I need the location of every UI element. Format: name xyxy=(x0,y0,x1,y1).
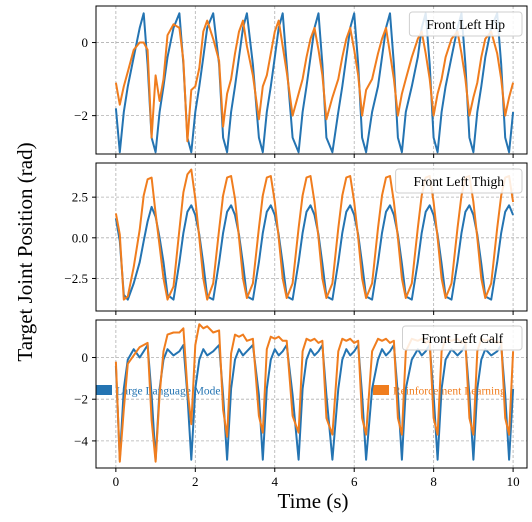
y-tick-label: 0 xyxy=(82,35,89,50)
y-tick-label: 0.0 xyxy=(72,230,88,245)
subplot-legend: Front Left Calf xyxy=(402,325,523,351)
subplot-legend: Front Left Thigh xyxy=(395,168,523,194)
x-tick-label: 6 xyxy=(351,474,358,489)
series-line-rl xyxy=(114,168,515,301)
y-tick-label: 2.5 xyxy=(72,190,88,205)
y-tick-label: −2 xyxy=(74,108,88,123)
x-tick-label: 10 xyxy=(507,474,520,489)
subplot-title: Front Left Thigh xyxy=(414,174,505,189)
y-tick-label: −2 xyxy=(74,392,88,407)
subplot-title: Front Left Hip xyxy=(426,17,505,32)
legend-swatch-rl xyxy=(373,385,389,395)
x-tick-label: 8 xyxy=(430,474,437,489)
x-tick-label: 4 xyxy=(272,474,279,489)
legend-label-rl: Reinforcement Learning xyxy=(393,386,506,398)
series-line-llm xyxy=(114,204,515,301)
series-line-llm xyxy=(114,344,515,461)
legend-box xyxy=(395,168,523,194)
legend-box xyxy=(408,11,523,37)
y-tick-label: −4 xyxy=(74,433,88,448)
y-tick-label: −2.5 xyxy=(64,271,88,286)
legend-swatch-llm xyxy=(96,385,112,395)
axes-frame xyxy=(95,319,528,469)
x-tick-label: 2 xyxy=(192,474,199,489)
subplot-title: Front Left Calf xyxy=(421,331,503,346)
legend-label-llm: Large Language Model xyxy=(116,386,224,398)
y-tick-label: 0 xyxy=(82,350,89,365)
subplot-1: 0 −2 Front Left Hip xyxy=(74,5,528,158)
series-line-rl xyxy=(114,19,515,143)
axes-frame xyxy=(95,162,528,312)
y-axis-label: Target Joint Position (rad) xyxy=(13,142,37,361)
x-tick-label: 0 xyxy=(113,474,120,489)
subplot-3: 0 −2 −4 0 2 4 6 8 10 Front Left Calf xyxy=(74,319,528,489)
subplot-legend: Front Left Hip xyxy=(408,11,523,37)
legend-box xyxy=(402,325,523,351)
axes-frame xyxy=(95,5,528,155)
subplot-2: 2.5 0.0 −2.5 Front Left Thigh xyxy=(64,162,528,315)
x-axis-label: Time (s) xyxy=(278,489,349,513)
